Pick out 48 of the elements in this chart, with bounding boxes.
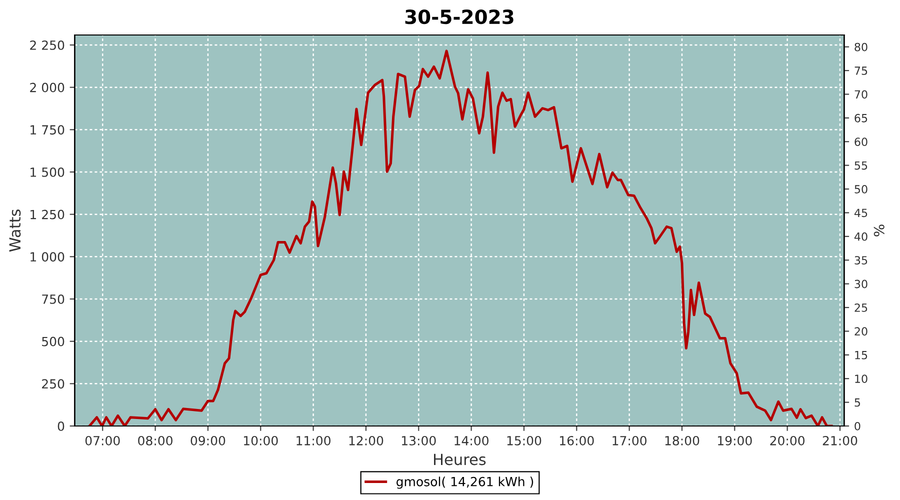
y2-tick-label: 35: [854, 256, 868, 264]
y2-tick-label: 15: [855, 351, 868, 360]
y2-tick-label: 65: [854, 114, 868, 122]
x-tick-label: 19:00: [718, 436, 752, 446]
y-tick-label: 2 250: [30, 40, 64, 50]
x-tick-label: 10:00: [244, 436, 278, 446]
x-tick-label: 09:00: [190, 436, 226, 446]
y2-tick-label: 60: [854, 138, 868, 146]
legend-label: gmosol( 14,261 kWh ): [396, 476, 534, 489]
x-tick-label: 21:00: [822, 436, 858, 446]
y2-tick-label: 50: [854, 185, 868, 194]
y2-tick-label: 80: [854, 42, 868, 52]
y-tick-label: 1 750: [30, 125, 64, 135]
y2-tick-label: 10: [855, 374, 868, 383]
y2-tick-label: 55: [854, 161, 868, 170]
y-tick-label: 1 500: [30, 167, 64, 177]
x-tick-label: 20:00: [770, 436, 804, 446]
y-tick-label: 750: [42, 294, 64, 304]
y-tick-label: 1 250: [30, 210, 64, 220]
y2-tick-label: 20: [854, 327, 868, 336]
line-series: [88, 50, 833, 426]
y-tick-label: 1 000: [30, 252, 64, 262]
x-tick-label: 12:00: [349, 436, 384, 446]
y-tick-label: 2 000: [30, 82, 64, 92]
chart-title: 30-5-2023: [405, 9, 514, 24]
x-tick-label: 07:00: [85, 436, 120, 446]
x-tick-label: 15:00: [507, 436, 542, 446]
y2-tick-label: 45: [854, 208, 868, 218]
x-tick-label: 18:00: [665, 436, 700, 446]
y2-tick-label: 0: [854, 422, 860, 430]
y2-tick-label: 40: [854, 232, 868, 241]
x-tick-label: 16:00: [560, 436, 594, 446]
y2-tick-label: 30: [854, 280, 868, 288]
x-axis-title: Heures: [434, 454, 486, 466]
y2-axis-title: %: [874, 224, 884, 236]
y-tick-label: 500: [42, 336, 64, 346]
y2-tick-label: 25: [854, 303, 868, 312]
x-tick-label: 08:00: [138, 436, 172, 446]
y-tick-label: 250: [42, 379, 64, 389]
x-tick-label: 11:00: [296, 436, 330, 446]
y-tick-label: 0: [58, 421, 64, 431]
x-tick-label: 17:00: [612, 436, 646, 446]
y2-tick-label: 5: [854, 398, 860, 407]
y2-tick-label: 75: [854, 66, 868, 75]
x-tick-label: 13:00: [402, 436, 436, 446]
y2-tick-label: 70: [854, 90, 868, 99]
x-tick-label: 14:00: [454, 436, 488, 446]
y-axis-title: Watts: [9, 210, 21, 252]
